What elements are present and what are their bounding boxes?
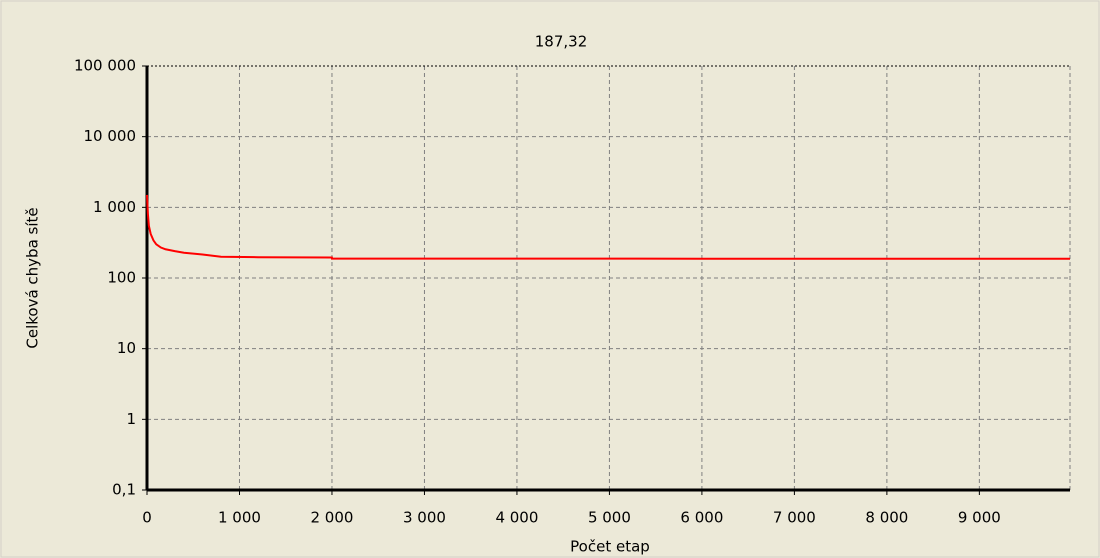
x-tick-label: 6 000 xyxy=(680,509,723,527)
y-tick-label: 0,1 xyxy=(112,481,136,499)
x-tick-label: 8 000 xyxy=(865,509,908,527)
y-tick-label: 100 xyxy=(107,269,136,287)
x-tick-label: 0 xyxy=(142,509,152,527)
x-tick-label: 2 000 xyxy=(310,509,353,527)
y-tick-label: 1 xyxy=(126,410,136,428)
y-tick-label: 10 000 xyxy=(84,127,137,145)
x-tick-label: 9 000 xyxy=(958,509,1001,527)
x-tick-label: 3 000 xyxy=(403,509,446,527)
x-tick-label: 4 000 xyxy=(495,509,538,527)
x-tick-label: 7 000 xyxy=(773,509,816,527)
y-axis-label: Celková chyba sítě xyxy=(24,207,42,348)
y-tick-label: 1 000 xyxy=(93,198,136,216)
x-tick-label: 1 000 xyxy=(218,509,261,527)
y-tick-label: 10 xyxy=(117,339,136,357)
x-axis-label: Počet etap xyxy=(570,538,650,556)
line xyxy=(146,194,1071,260)
chart-title: 187,32 xyxy=(535,33,588,51)
x-tick-label: 5 000 xyxy=(588,509,631,527)
y-tick-label: 100 000 xyxy=(74,57,136,75)
